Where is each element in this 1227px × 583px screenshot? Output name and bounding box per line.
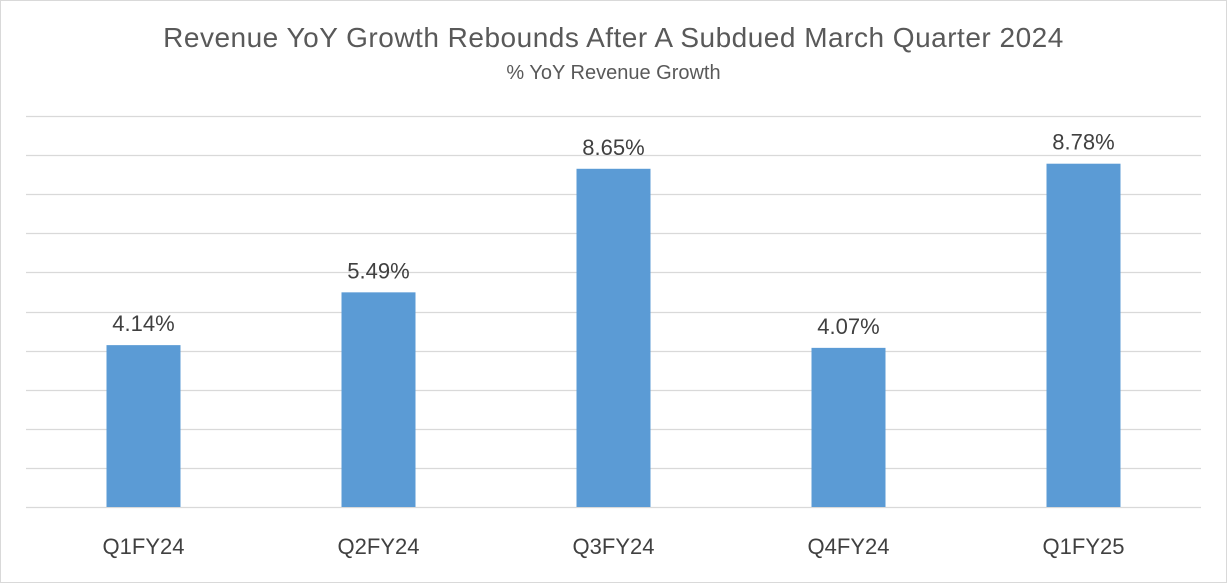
category-label: Q4FY24 (808, 534, 890, 559)
data-label: 8.65% (582, 135, 644, 160)
bar (1046, 163, 1121, 507)
bar (811, 347, 886, 507)
category-label: Q1FY24 (103, 534, 185, 559)
data-label: 4.14% (112, 311, 174, 336)
data-label: 4.07% (817, 314, 879, 339)
bar (106, 345, 181, 507)
data-label: 5.49% (347, 258, 409, 283)
chart-title: Revenue YoY Growth Rebounds After A Subd… (163, 22, 1064, 53)
bar (576, 168, 651, 507)
category-label: Q1FY25 (1043, 534, 1125, 559)
category-label: Q2FY24 (338, 534, 420, 559)
category-label: Q3FY24 (573, 534, 655, 559)
data-label: 8.78% (1052, 130, 1114, 155)
chart-subtitle: % YoY Revenue Growth (506, 62, 721, 84)
bar (341, 292, 416, 507)
